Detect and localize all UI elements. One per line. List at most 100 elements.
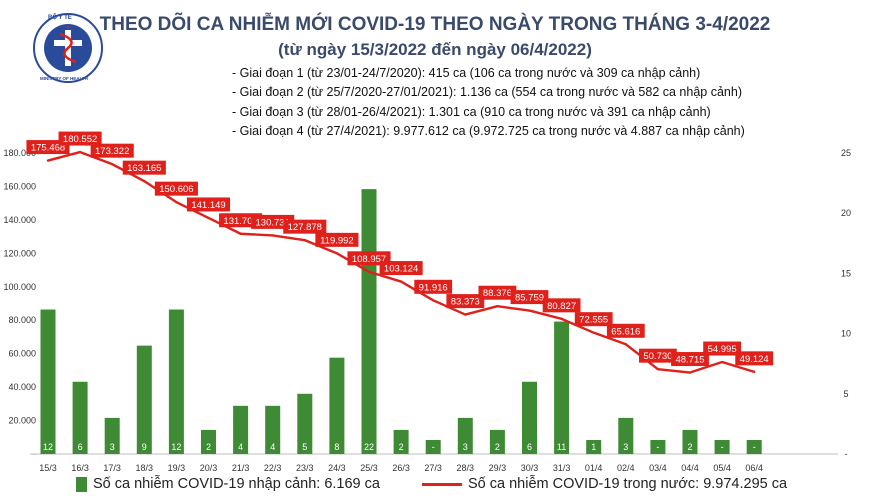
import-bar xyxy=(425,440,441,454)
domestic-cases-label: 163.165 xyxy=(127,163,161,174)
domestic-cases-label: 65.616 xyxy=(611,326,640,337)
x-tick-label: 28/3 xyxy=(457,463,475,473)
domestic-cases-point xyxy=(303,238,306,242)
domestic-cases-label-box xyxy=(414,279,453,294)
page-title: THEO DÕI CA NHIỄM MỚI COVID-19 THEO NGÀY… xyxy=(99,14,771,35)
domestic-cases-point xyxy=(720,360,724,364)
domestic-cases-label: 49.124 xyxy=(740,354,769,365)
domestic-cases-label: 175.468 xyxy=(31,143,65,154)
x-tick-label: 16/3 xyxy=(71,463,89,473)
domestic-cases-label: 88.376 xyxy=(483,288,512,299)
domestic-cases-label-box xyxy=(606,323,645,338)
import-bar-label: 6 xyxy=(527,442,532,452)
domestic-cases-label: 80.827 xyxy=(547,301,576,312)
import-bar-label: 5 xyxy=(302,442,307,452)
domestic-cases-point xyxy=(207,216,210,220)
x-tick-label: 25/3 xyxy=(360,463,378,473)
x-tick-label: 05/4 xyxy=(713,463,731,473)
domestic-cases-point xyxy=(464,313,467,316)
import-bar xyxy=(554,321,570,454)
import-bar xyxy=(104,417,120,454)
legend-bars-label: Số ca nhiễm COVID-19 nhập cảnh: 6.169 ca xyxy=(93,476,380,492)
domestic-cases-label-box xyxy=(735,351,774,366)
domestic-cases-label: 83.373 xyxy=(451,297,480,308)
domestic-cases-point xyxy=(656,367,660,371)
y-left-tick-label: 140.000 xyxy=(3,215,36,225)
y-right-tick-label: 25 xyxy=(841,148,851,158)
x-tick-label: 02/4 xyxy=(617,463,635,473)
import-bar xyxy=(682,429,698,454)
domestic-cases-label-box xyxy=(639,348,677,363)
domestic-cases-label-box xyxy=(703,341,741,356)
y-right-tick-label: 20 xyxy=(841,208,851,218)
x-tick-label: 06/4 xyxy=(745,463,763,473)
domestic-cases-label-box xyxy=(478,285,517,300)
domestic-cases-label: 48.715 xyxy=(675,355,704,366)
import-bar-label: 3 xyxy=(623,442,628,452)
import-bar xyxy=(40,309,56,454)
y-right-tick-label: 15 xyxy=(841,268,851,278)
domestic-cases-point xyxy=(399,280,403,283)
stages-summary: - Giai đoạn 1 (từ 23/01-24/7/2020): 415 … xyxy=(232,64,745,141)
domestic-cases-point xyxy=(46,159,50,162)
domestic-cases-point xyxy=(592,331,595,334)
domestic-cases-label: 50.730 xyxy=(643,351,672,362)
stage-3: - Giai đoạn 3 (từ 28/01-26/4/2021): 1.30… xyxy=(232,104,711,119)
domestic-cases-label: 103.124 xyxy=(384,264,418,275)
y-left-tick-label: 100.000 xyxy=(3,282,36,292)
domestic-cases-label-box xyxy=(379,261,423,276)
y-left-tick-label: 40.000 xyxy=(8,382,36,392)
x-tick-label: 18/3 xyxy=(136,463,154,473)
x-tick-label: 01/4 xyxy=(585,463,603,473)
x-tick-label: 30/3 xyxy=(521,463,539,473)
import-bar xyxy=(714,440,730,454)
domestic-cases-label: 54.995 xyxy=(708,344,737,355)
logo-top-text: BỘ Y TẾ xyxy=(48,15,72,21)
domestic-cases-point xyxy=(432,299,435,302)
domestic-cases-label: 173.322 xyxy=(95,146,129,157)
x-tick-label: 20/3 xyxy=(200,463,218,473)
x-tick-label: 19/3 xyxy=(168,463,186,473)
domestic-cases-label-box xyxy=(122,160,166,175)
import-bar-label: 12 xyxy=(43,442,53,452)
domestic-cases-point xyxy=(271,234,274,237)
domestic-cases-label: 72.555 xyxy=(579,315,608,326)
domestic-cases-label-box xyxy=(671,352,709,367)
domestic-cases-label: 180.552 xyxy=(63,134,97,145)
import-bar xyxy=(457,417,473,454)
domestic-cases-label: 119.992 xyxy=(320,235,354,246)
import-bar xyxy=(618,417,634,454)
x-tick-label: 17/3 xyxy=(103,463,121,473)
import-bar-label: 22 xyxy=(364,442,374,452)
import-bar-label: 4 xyxy=(238,442,243,452)
domestic-cases-label-box xyxy=(90,143,134,158)
domestic-cases-point xyxy=(528,309,531,312)
import-bar-label: 2 xyxy=(206,442,211,452)
domestic-cases-point xyxy=(753,370,756,374)
ministry-of-health-logo xyxy=(33,13,103,83)
import-bar-label: 2 xyxy=(399,442,404,452)
import-bar-label: 1 xyxy=(591,442,596,452)
import-bar xyxy=(168,309,184,454)
logo-bottom-text: MINISTRY OF HEALTH xyxy=(40,76,88,81)
legend-bar-swatch xyxy=(76,476,87,492)
x-tick-label: 22/3 xyxy=(264,463,282,473)
domestic-cases-point xyxy=(688,371,692,374)
domestic-cases-label: 85.759 xyxy=(515,293,544,304)
import-bar xyxy=(72,381,88,454)
y-left-tick-label: 60.000 xyxy=(8,349,36,359)
import-bar-label: 2 xyxy=(687,442,692,452)
import-bar xyxy=(136,345,152,454)
y-left-tick-label: 80.000 xyxy=(8,315,36,325)
domestic-cases-point xyxy=(367,270,371,273)
import-bar-label: 4 xyxy=(270,442,275,452)
domestic-cases-label: 150.606 xyxy=(159,184,193,195)
import-bar xyxy=(746,440,762,454)
import-bar xyxy=(329,357,345,454)
import-bar xyxy=(650,440,666,454)
legend-line-label: Số ca nhiễm COVID-19 trong nước: 9.974.2… xyxy=(468,476,788,492)
y-left-tick-label: 120.000 xyxy=(3,248,36,258)
domestic-cases-label: 127.878 xyxy=(288,222,322,233)
y-right-tick-label: 10 xyxy=(841,329,851,339)
x-tick-label: 26/3 xyxy=(392,463,410,473)
